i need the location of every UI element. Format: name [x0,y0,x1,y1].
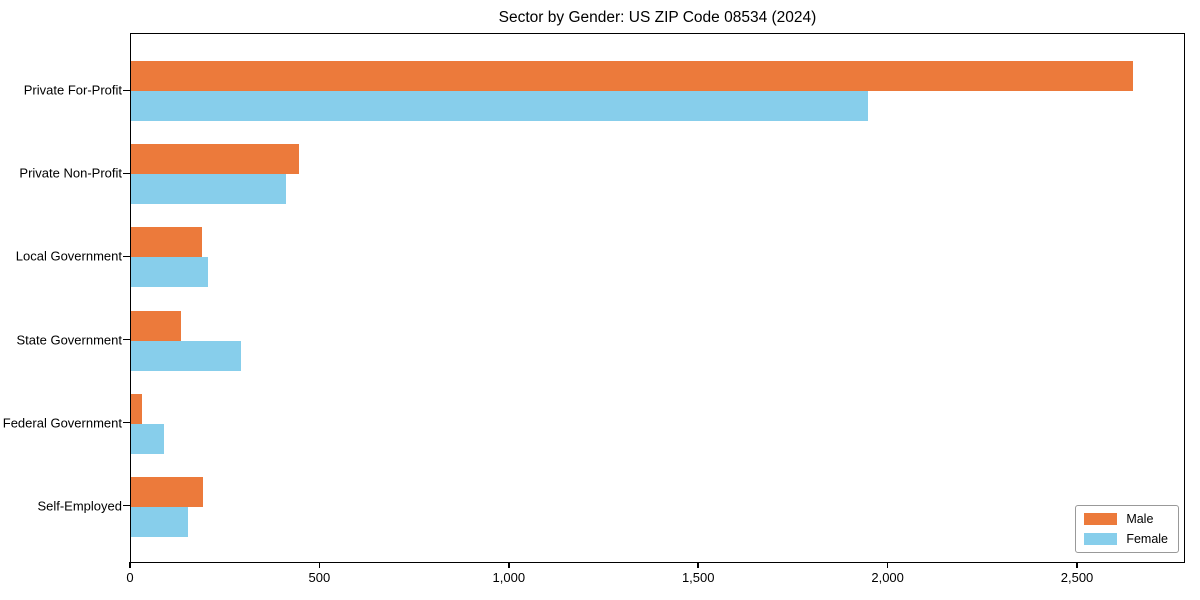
bar-male-private-non-profit [131,144,300,175]
chart-title: Sector by Gender: US ZIP Code 08534 (202… [498,9,817,26]
y-tick-private-non-profit [123,172,130,175]
x-tick-2500 [1076,562,1078,568]
legend-label-female: Female [1126,532,1168,546]
y-label-state-government: State Government [16,332,123,348]
x-tick-label-2000: 2,000 [871,570,904,585]
x-tick-2000 [886,562,889,568]
bar-male-state-government [131,310,182,341]
bar-female-self-employed [131,506,188,537]
bar-male-federal-government [131,393,143,424]
y-tick-private-for-profit [123,89,130,92]
y-tick-local-government [123,255,130,258]
bar-female-local-government [131,257,209,288]
plot-area: Male Female [130,33,1185,563]
x-tick-label-500: 500 [308,570,331,585]
legend-swatch-female [1084,533,1118,545]
x-tick-label-1500: 1,500 [681,570,715,585]
bar-male-private-for-profit [131,61,1133,92]
x-tick-500 [318,562,321,568]
x-tick-label-2500: 2,500 [1060,570,1094,585]
x-tick-0 [129,562,131,568]
y-tick-self-employed [123,504,130,507]
bar-female-state-government [131,340,241,371]
x-tick-label-0: 0 [126,570,134,585]
x-tick-label-1000: 1,000 [492,570,526,585]
legend-label-male: Male [1126,512,1154,526]
bar-female-private-non-profit [131,174,287,205]
y-label-federal-government: Federal Government [2,415,122,431]
legend-entry-male: Male [1084,512,1168,526]
bar-female-private-for-profit [131,91,869,122]
x-tick-1500 [697,562,699,568]
x-tick-1000 [508,562,510,568]
y-label-private-non-profit: Private Non-Profit [19,165,122,181]
y-tick-state-government [123,338,130,341]
y-tick-federal-government [123,421,130,424]
bar-male-local-government [131,227,202,258]
y-label-self-employed: Self-Employed [37,498,122,514]
bar-female-federal-government [131,423,165,454]
y-label-private-for-profit: Private For-Profit [23,82,122,98]
bar-male-self-employed [131,476,203,507]
y-label-local-government: Local Government [15,248,122,264]
legend-entry-female: Female [1084,532,1168,546]
legend: Male Female [1075,505,1179,553]
legend-swatch-male [1084,513,1118,525]
